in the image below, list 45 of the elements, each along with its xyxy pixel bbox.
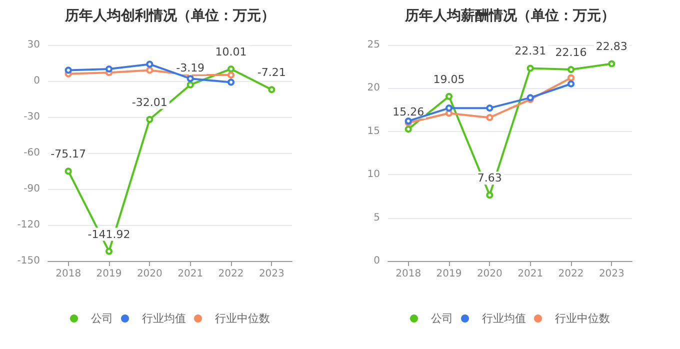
x-tick-label: 2022 [218,268,244,280]
data-label: -75.17 [50,148,86,161]
chart-title: 历年人均创利情况（单位：万元） [64,8,275,24]
x-tick-label: 2018 [396,268,422,280]
y-tick-label: 30 [27,40,40,50]
y-tick-label: 20 [367,82,380,94]
data-label: -32.01 [132,96,168,109]
x-tick-label: 2020 [476,268,502,280]
x-tick-label: 2023 [598,268,624,280]
legend-label: 行业中位数 [555,312,610,325]
data-label: 22.83 [596,40,628,54]
x-tick-label: 2023 [258,268,284,280]
x-tick-label: 2021 [178,268,204,280]
y-tick-label: -60 [24,148,40,158]
x-tick-label: 2021 [518,268,544,280]
x-tick-label: 2018 [56,268,82,280]
data-label: -7.21 [257,66,286,80]
y-tick-label: 10 [367,169,380,180]
legend-label: 公司 [431,312,453,325]
data-label: -3.19 [176,61,205,74]
legend-label: 行业中位数 [215,312,270,325]
x-tick-label: 2019 [96,268,122,280]
x-tick-label: 2019 [436,268,462,280]
y-tick-label: -30 [24,112,40,122]
legend-label: 行业均值 [142,312,186,325]
y-tick-label: -150 [17,256,40,266]
chart-title: 历年人均薪酬情况（单位：万元） [404,8,615,24]
data-label: 22.16 [555,46,587,60]
y-tick-label: 15 [367,126,380,137]
x-tick-label: 2020 [136,268,162,280]
data-label: 19.05 [433,72,465,86]
data-label: -141.92 [88,228,130,241]
x-tick-label: 2022 [558,268,584,280]
data-label: 22.31 [514,44,546,58]
data-label: 7.63 [477,172,502,185]
y-tick-label: 0 [34,76,40,86]
y-tick-label: 5 [374,212,380,224]
y-tick-label: -120 [17,220,40,230]
legend-label: 公司 [91,312,113,325]
data-label: 15.26 [392,106,424,119]
data-label: 10.01 [215,45,247,58]
legend-label: 行业均值 [482,312,526,325]
y-tick-label: -90 [24,184,40,194]
y-tick-label: 0 [374,256,380,266]
y-tick-label: 25 [367,40,380,50]
